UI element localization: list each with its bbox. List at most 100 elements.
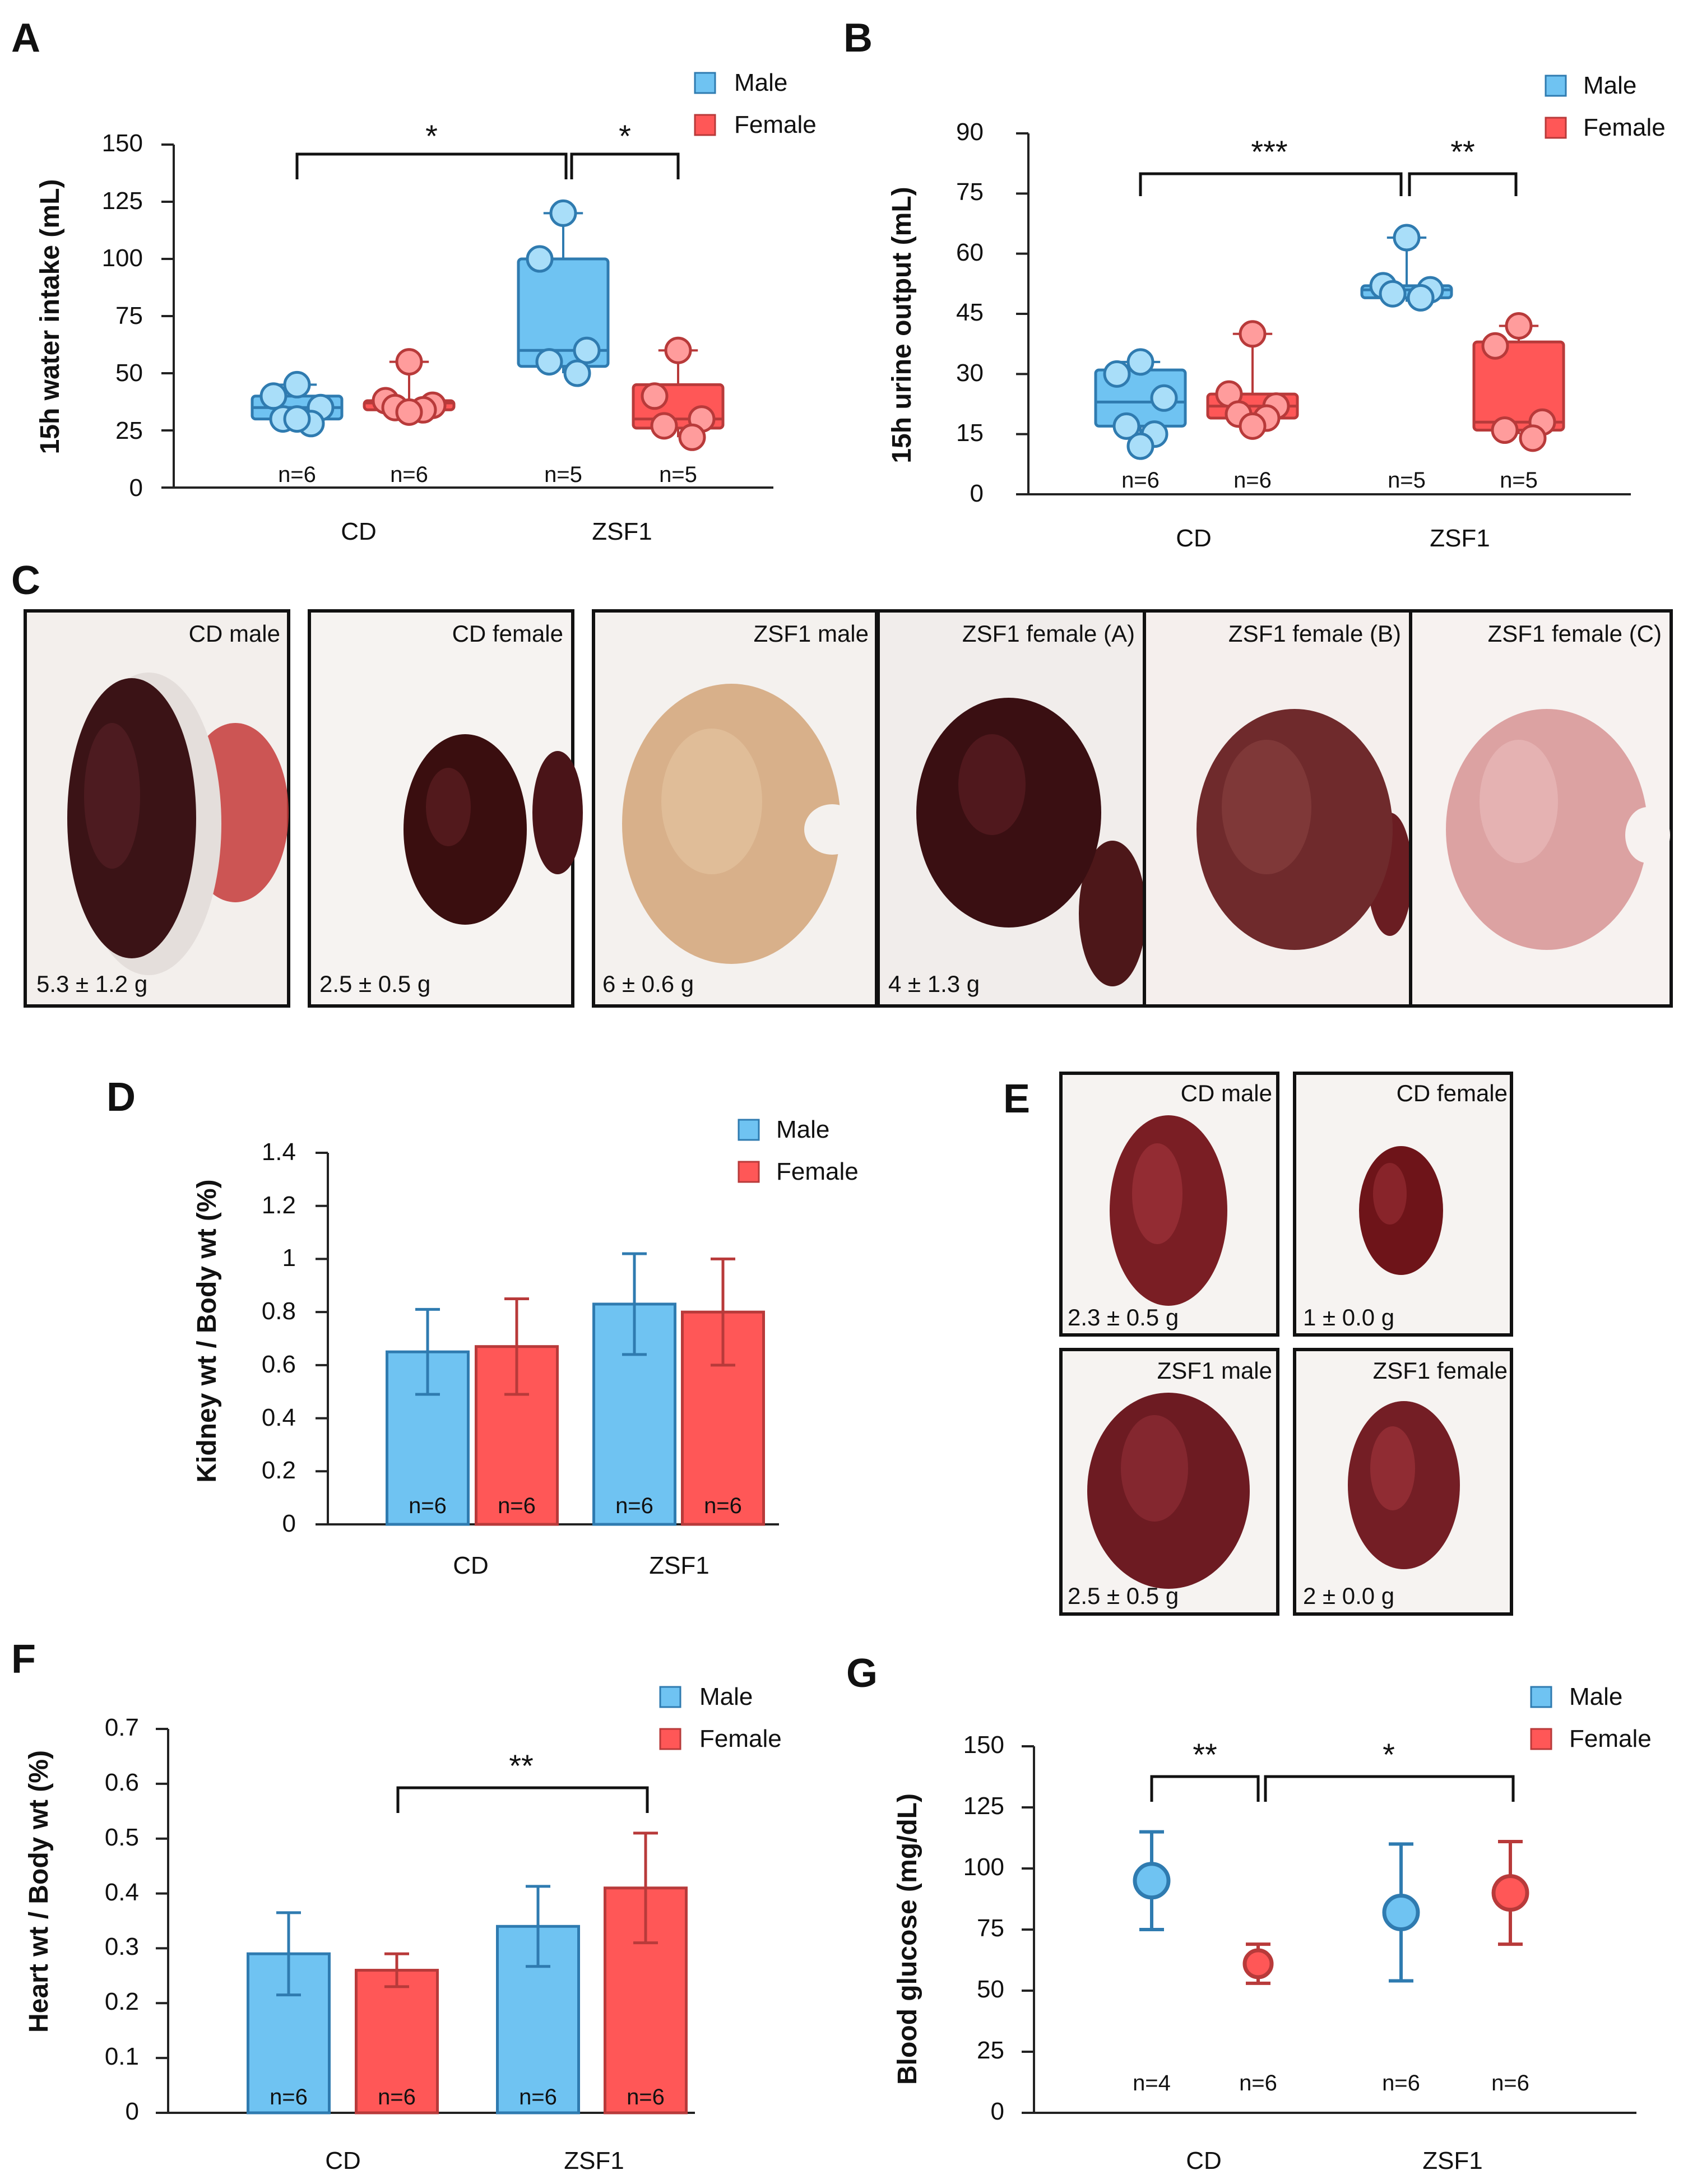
photo-weight: 2.3 ± 0.5 g — [1068, 1304, 1179, 1330]
n-label: n=4 — [1133, 2071, 1171, 2095]
data-point — [563, 359, 591, 387]
panel-b: B 15h urine output (mL) 0 15 30 45 60 75… — [843, 16, 1666, 552]
y-tick-label: 0 — [129, 474, 143, 502]
data-point — [1505, 312, 1533, 340]
n-label: n=6 — [615, 1494, 653, 1518]
n-label: n=5 — [1388, 468, 1426, 493]
panel-letter-e: E — [1003, 1077, 1030, 1121]
data-point — [664, 336, 692, 364]
y-tick-label: 1.4 — [262, 1138, 296, 1166]
photo-weight: 2.5 ± 0.5 g — [1068, 1583, 1179, 1609]
box-group-zsf1-male — [1360, 224, 1453, 312]
significance-bracket — [396, 1786, 649, 1813]
legend-b: Male Female — [1545, 72, 1666, 141]
mean-point — [1491, 1874, 1529, 1912]
photo-label: ZSF1 male — [1157, 1357, 1272, 1384]
data-point — [1112, 412, 1140, 440]
panel-a: A 15h water intake (mL) 0 25 50 75 100 1… — [11, 16, 817, 545]
panel-letter-g: G — [846, 1651, 878, 1696]
data-point — [1379, 280, 1407, 308]
legend-a: Male Female — [694, 69, 817, 138]
significance-bracket — [1264, 1775, 1515, 1802]
data-point — [1393, 224, 1421, 252]
y-tick-label: 0 — [126, 2098, 139, 2125]
data-point — [395, 348, 423, 376]
legend-label-female: Female — [1569, 1725, 1652, 1752]
legend-swatch-female — [738, 1161, 760, 1183]
panel-d: D Kidney wt / Body wt (%) 0 0.2 0.4 0.6 … — [106, 1075, 859, 1579]
photo-label: ZSF1 female (B) — [1228, 620, 1401, 647]
photo-label: CD male — [189, 620, 280, 647]
panel-letter-c: C — [11, 558, 40, 603]
kidney-photo-zsf1-male: ZSF1 male 6 ± 0.6 g — [592, 609, 878, 1008]
kidney-photo-cd-male: CD male 5.3 ± 1.2 g — [24, 609, 290, 1008]
photo-label: ZSF1 male — [754, 620, 869, 647]
significance-bracket — [295, 152, 568, 179]
photo-label: CD female — [1397, 1080, 1508, 1106]
y-tick-label: 75 — [956, 178, 984, 206]
legend-label-female: Female — [734, 111, 817, 138]
y-tick-label: 125 — [963, 1792, 1004, 1820]
data-point — [1481, 332, 1509, 360]
y-tick-label: 0.8 — [262, 1297, 296, 1325]
point-group-cd-male — [1133, 1830, 1171, 1931]
point-group-cd-female — [1242, 1942, 1274, 1985]
n-label: n=6 — [1121, 468, 1160, 493]
n-label: n=6 — [1239, 2071, 1277, 2095]
photo-weight: 2 ± 0.0 g — [1303, 1583, 1394, 1609]
legend-f: Male Female — [659, 1683, 782, 1752]
heart-photo-cd-female: CD female 1 ± 0.0 g — [1293, 1072, 1513, 1337]
n-label: n=6 — [1382, 2071, 1420, 2095]
panel-letter-d: D — [106, 1075, 136, 1120]
point-group-zsf1-male — [1382, 1842, 1420, 1983]
y-tick-label: 75 — [115, 302, 143, 330]
y-tick-label: 15 — [956, 419, 984, 447]
y-tick-label: 150 — [963, 1731, 1004, 1759]
legend-d: Male Female — [738, 1116, 859, 1185]
y-tick-label: 100 — [963, 1853, 1004, 1881]
box-group-zsf1-female — [632, 336, 725, 451]
category-label-cd: CD — [341, 518, 377, 545]
y-axis-label-b: 15h urine output (mL) — [887, 187, 917, 463]
data-point — [283, 370, 311, 398]
kidney-photo-zsf1-female-c: ZSF1 female (C) — [1409, 609, 1673, 1008]
box-group-cd-male — [1094, 348, 1187, 460]
point-group-zsf1-female — [1491, 1840, 1529, 1946]
y-tick-label: 60 — [956, 239, 984, 266]
n-label: n=6 — [704, 1494, 742, 1518]
y-tick-label: 0 — [282, 1510, 296, 1537]
category-label-cd: CD — [1176, 525, 1212, 552]
y-axis-label-f: Heart wt / Body wt (%) — [24, 1750, 54, 2033]
bar-group-cd-male — [247, 1911, 331, 2115]
box-group-cd-female — [363, 348, 456, 426]
heart-photo-zsf1-female: ZSF1 female 2 ± 0.0 g — [1293, 1348, 1513, 1616]
n-label: n=6 — [390, 462, 428, 487]
photo-weight: 5.3 ± 1.2 g — [36, 971, 147, 997]
y-tick-label: 45 — [956, 299, 984, 326]
legend-swatch-female — [694, 114, 716, 136]
category-label-cd: CD — [453, 1552, 489, 1579]
category-label-zsf1: ZSF1 — [649, 1552, 709, 1579]
legend-label-female: Female — [699, 1725, 782, 1752]
y-tick-label: 0 — [991, 2098, 1004, 2125]
data-point — [395, 398, 423, 426]
y-tick-label: 50 — [115, 359, 143, 387]
category-label-zsf1: ZSF1 — [592, 518, 652, 545]
kidney-photo-cd-female: CD female 2.5 ± 0.5 g — [308, 609, 583, 1008]
significance-label: ** — [1193, 1737, 1217, 1772]
y-axis-label-g: Blood glucose (mg/dL) — [893, 1793, 922, 2085]
data-point — [678, 423, 706, 451]
legend-swatch-female — [659, 1728, 681, 1750]
legend-swatch-male — [1545, 75, 1567, 97]
data-point — [1239, 412, 1267, 440]
legend-swatch-female — [1545, 117, 1567, 139]
data-point — [641, 382, 669, 410]
panel-letter-a: A — [11, 16, 40, 61]
legend-g: Male Female — [1530, 1683, 1652, 1752]
n-label: n=6 — [378, 2085, 416, 2109]
legend-label-female: Female — [776, 1158, 859, 1185]
data-point — [1519, 424, 1547, 452]
significance-label: * — [1383, 1737, 1395, 1772]
y-tick-label: 1 — [282, 1244, 296, 1272]
